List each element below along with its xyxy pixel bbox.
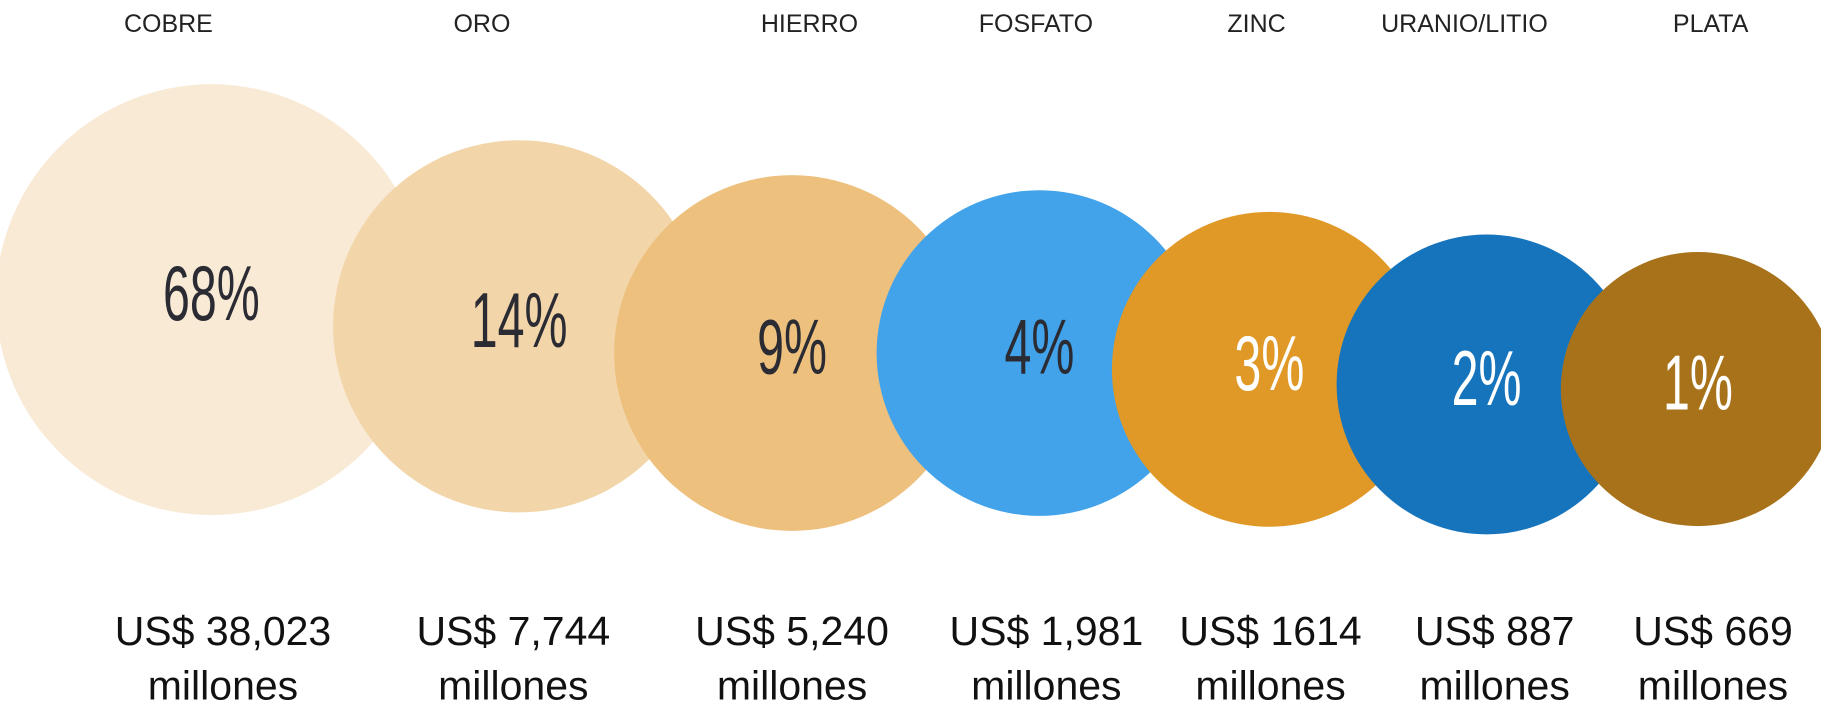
percent-label: 3%: [1234, 319, 1304, 407]
amount-unit: millones: [148, 663, 298, 709]
percent-label: 14%: [471, 276, 568, 364]
bubble: [1111, 211, 1427, 527]
percent-label: 4%: [1004, 303, 1074, 391]
percent-label: 1%: [1663, 339, 1733, 427]
amount-label: US$ 1,981: [950, 608, 1144, 654]
amount-unit: millones: [1419, 663, 1569, 709]
category-label: PLATA: [1673, 10, 1749, 38]
category-label: COBRE: [124, 10, 213, 38]
category-label: ZINC: [1227, 10, 1285, 38]
amount-unit: millones: [971, 663, 1121, 709]
category-label: ORO: [453, 10, 510, 38]
category-label: HIERRO: [761, 10, 858, 38]
amount-unit: millones: [717, 663, 867, 709]
amount-label: US$ 7,744: [416, 608, 610, 654]
bubble: [1560, 252, 1821, 527]
amount-unit: millones: [438, 663, 588, 709]
percent-label: 68%: [163, 249, 260, 337]
amount-label: US$ 1614: [1179, 608, 1361, 654]
amount-label: US$ 5,240: [695, 608, 889, 654]
amount-label: US$ 887: [1415, 608, 1575, 654]
amount-label: US$ 38,023: [115, 608, 332, 654]
amount-label: US$ 669: [1633, 608, 1793, 654]
bubble: [1336, 234, 1637, 535]
percent-label: 9%: [757, 303, 827, 391]
percent-label: 2%: [1452, 334, 1522, 422]
category-label: FOSFATO: [979, 10, 1093, 38]
bubble: [333, 140, 706, 513]
amount-unit: millones: [1195, 663, 1345, 709]
amount-unit: millones: [1638, 663, 1788, 709]
bubble: [614, 175, 970, 531]
category-label: URANIO/LITIO: [1381, 10, 1548, 38]
bubble: [876, 190, 1203, 516]
bubble: [0, 84, 427, 516]
